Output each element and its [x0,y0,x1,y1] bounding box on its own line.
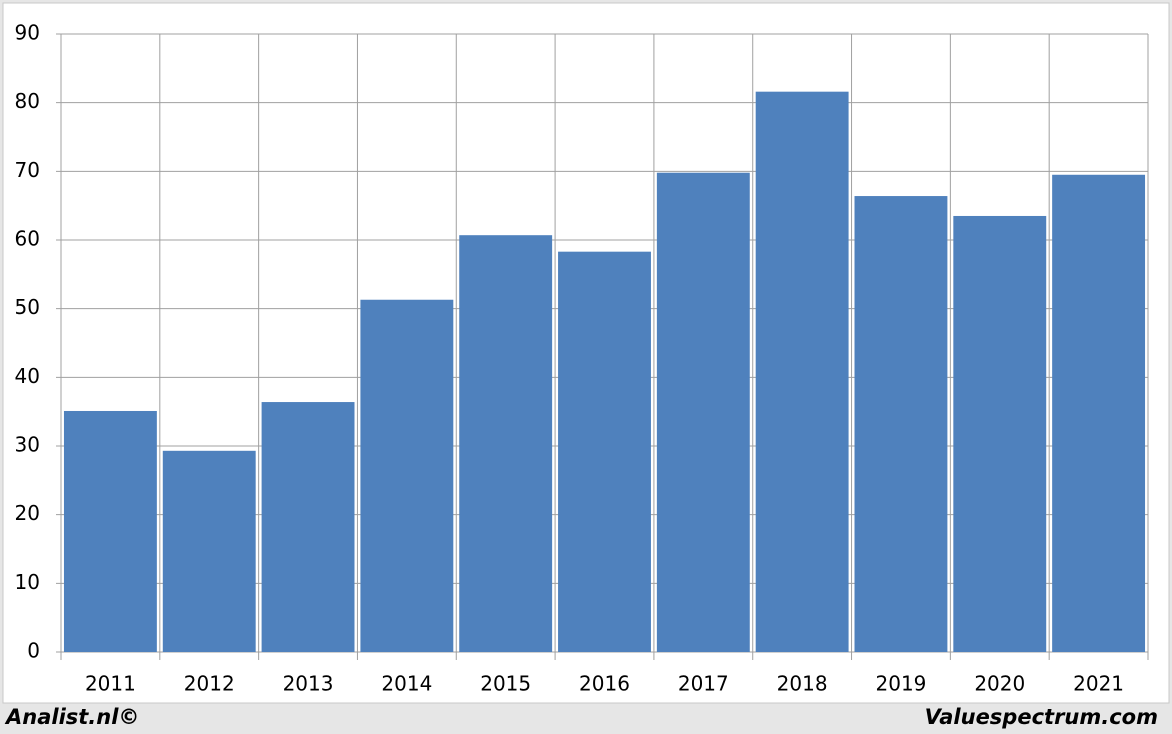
y-tick-label: 10 [15,570,40,594]
x-tick-label: 2018 [777,672,828,696]
y-tick-label: 40 [15,364,40,388]
y-tick-label: 70 [15,158,40,182]
x-tick-label: 2011 [85,672,136,696]
y-tick-label: 60 [15,227,40,251]
y-tick-label: 80 [15,89,40,113]
bar [360,299,454,652]
bar [459,235,553,652]
y-tick-label: 90 [15,21,40,45]
x-tick-label: 2021 [1073,672,1124,696]
x-tick-label: 2017 [678,672,729,696]
x-tick-label: 2012 [184,672,235,696]
bar [854,196,948,652]
x-tick-label: 2014 [381,672,432,696]
y-tick-label: 20 [15,501,40,525]
x-tick-label: 2020 [974,672,1025,696]
bar [63,410,157,652]
bar [755,91,849,653]
y-tick-label: 0 [27,639,40,663]
bar [162,450,256,652]
x-tick-label: 2015 [480,672,531,696]
bar [656,172,750,652]
y-tick-label: 50 [15,295,40,319]
bar [558,251,651,652]
bar [261,402,355,652]
x-tick-label: 2019 [876,672,927,696]
y-tick-label: 30 [15,433,40,457]
credit-right: Valuespectrum.com [925,705,1158,729]
bar [1052,174,1146,652]
bar [953,215,1047,652]
x-tick-label: 2016 [579,672,630,696]
x-tick-label: 2013 [283,672,334,696]
credit-left: Analist.nl© [4,705,139,729]
